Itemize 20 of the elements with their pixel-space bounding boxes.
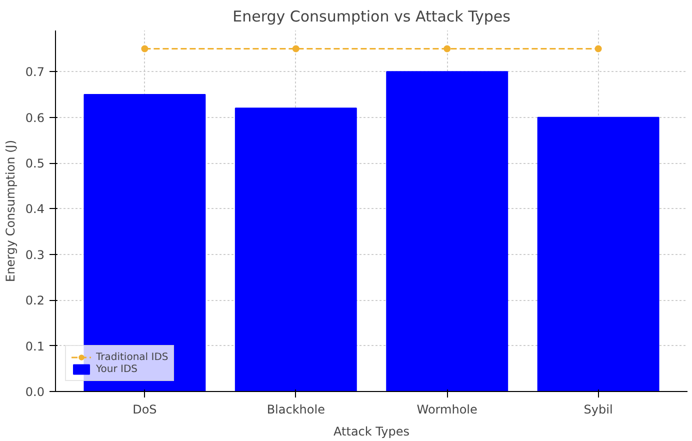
bar [234, 108, 357, 392]
y-tick-label: 0.1 [25, 339, 45, 354]
y-tick-label: 0.2 [25, 294, 45, 308]
bar [386, 71, 508, 392]
y-tick-label: 0.6 [25, 110, 45, 125]
y-tick-label: 0.3 [25, 248, 45, 262]
legend-label: Your IDS [96, 363, 138, 375]
y-tick-label: 0.0 [25, 385, 45, 399]
x-tick-label: Sybil [584, 402, 613, 416]
y-tick-label: 0.5 [25, 156, 45, 171]
bar [537, 116, 660, 392]
x-tick-label: DoS [132, 402, 157, 416]
chart-title: Energy Consumption vs Attack Types [232, 8, 511, 26]
y-axis-title: Energy Consumption (J) [3, 140, 18, 282]
x-tick-label: Wormhole [416, 402, 478, 416]
x-tick-label: Blackhole [266, 402, 325, 416]
x-axis-title: Attack Types [334, 424, 410, 438]
y-tick-label: 0.7 [25, 65, 45, 80]
y-tick-label: 0.4 [25, 202, 45, 216]
legend-label: Traditional IDS [96, 351, 168, 363]
